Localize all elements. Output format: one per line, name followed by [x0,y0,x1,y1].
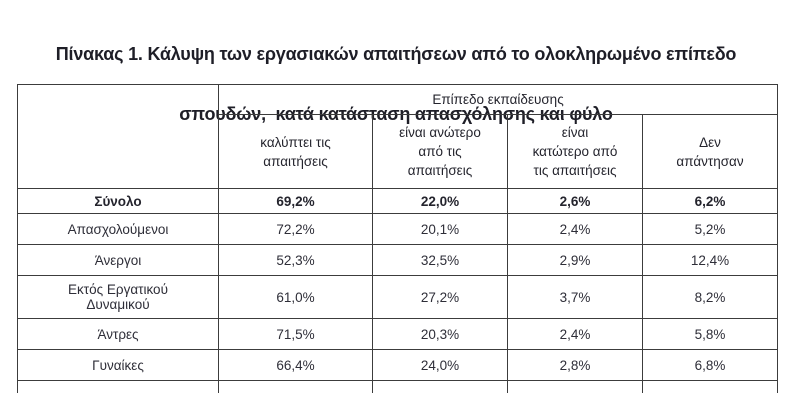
cell-value: 20,3% [372,318,508,350]
row-label: Γυναίκες [17,349,219,381]
cell-value: 22,0% [372,188,508,214]
corner-cell [17,84,219,189]
cell-value: 2,6% [507,188,643,214]
cropped-next-row [17,380,779,393]
table-row-total: Σύνολο 69,2% 22,0% 2,6% 6,2% [17,188,779,214]
row-label: Άνεργοι [17,244,219,276]
cell-value: 6,2% [641,188,779,214]
cell-value: 71,5% [218,318,373,350]
row-label: Σύνολο [17,188,219,214]
row-label: Άντρες [17,318,219,350]
cell-value: 6,8% [641,349,779,381]
cell-value: 5,2% [641,213,779,245]
table-row-men: Άντρες 71,5% 20,3% 2,4% 5,8% [17,318,779,350]
table-caption-line1: Πίνακας 1. Κάλυψη των εργασιακών απαιτήσ… [55,44,737,64]
cell-value: 66,4% [218,349,373,381]
cropped-cell [218,380,373,393]
group-header: Επίπεδο εκπαίδευσης [217,84,779,115]
data-table: Επίπεδο εκπαίδευσης καλύπτει τις απαιτήσ… [17,84,779,393]
column-header-row: καλύπτει τις απαιτήσεις είναι ανώτερο απ… [18,114,779,189]
cell-value: 2,8% [507,349,643,381]
cropped-cell [17,380,219,393]
column-header-above: είναι ανώτερο από τις απαιτήσεις [372,114,508,189]
cropped-cell [372,380,508,393]
cell-value: 69,2% [218,188,373,214]
cell-value: 61,0% [218,275,373,319]
cell-value: 3,7% [507,275,643,319]
cell-value: 2,4% [507,213,643,245]
cell-value: 72,2% [218,213,373,245]
cell-value: 5,8% [641,318,779,350]
table-row-women: Γυναίκες 66,4% 24,0% 2,8% 6,8% [17,349,779,381]
cell-value: 32,5% [372,244,508,276]
column-header-below: είναι κατώτερο από τις απαιτήσεις [507,114,643,189]
row-label: Απασχολούμενοι [17,213,219,245]
cell-value: 24,0% [372,349,508,381]
cropped-cell [641,380,779,393]
data-table-container: Επίπεδο εκπαίδευσης καλύπτει τις απαιτήσ… [17,84,779,393]
column-header-no-answer: Δεν απάντησαν [641,114,779,189]
cell-value: 20,1% [372,213,508,245]
table-row-outside-labour-force: Εκτός Εργατικού Δυναμικού 61,0% 27,2% 3,… [17,275,779,319]
cell-value: 27,2% [372,275,508,319]
row-label: Εκτός Εργατικού Δυναμικού [17,275,219,319]
cell-value: 2,4% [507,318,643,350]
column-header-covers: καλύπτει τις απαιτήσεις [218,114,373,189]
cell-value: 52,3% [218,244,373,276]
cell-value: 12,4% [641,244,779,276]
group-header-row: Επίπεδο εκπαίδευσης [17,84,779,189]
cell-value: 8,2% [641,275,779,319]
table-row-employed: Απασχολούμενοι 72,2% 20,1% 2,4% 5,2% [17,213,779,245]
table-row-unemployed: Άνεργοι 52,3% 32,5% 2,9% 12,4% [17,244,779,276]
cell-value: 2,9% [507,244,643,276]
cropped-cell [507,380,643,393]
